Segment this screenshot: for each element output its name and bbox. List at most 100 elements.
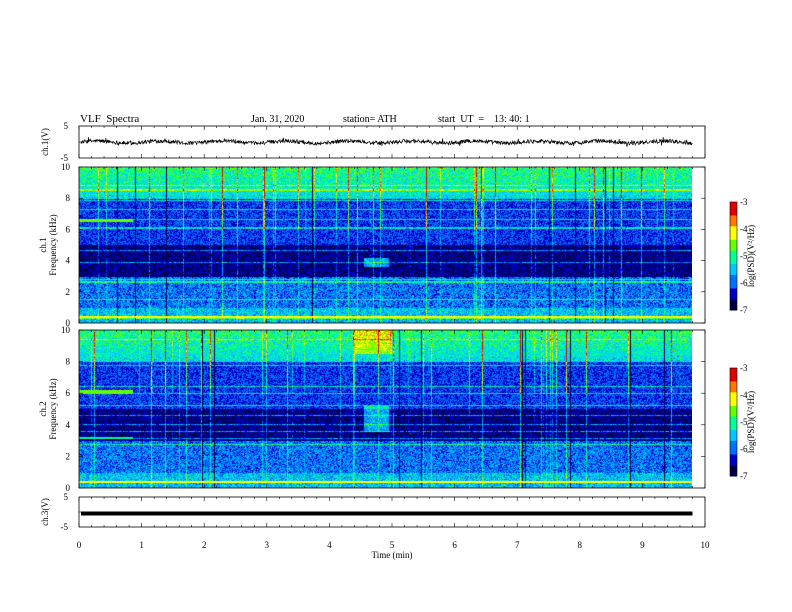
colorbar-tick-label: -4 [740, 224, 748, 234]
colorbar-swatch [730, 435, 737, 439]
ytick-label: 8 [66, 193, 71, 203]
colorbar-swatch [730, 223, 737, 227]
colorbar-swatch [730, 416, 737, 420]
colorbar-swatch [730, 405, 737, 409]
colorbar-swatch [730, 269, 737, 273]
xtick-label: 5 [390, 540, 395, 550]
colorbar-swatch [730, 368, 737, 372]
colorbar-swatch [730, 392, 737, 396]
spectrogram-image [79, 330, 692, 488]
ch1-waveform-panel: 5 -5 ch.1(V) [40, 121, 706, 163]
station-label: station= ATH [343, 114, 397, 125]
xtick-label: 7 [515, 540, 520, 550]
colorbar-swatch [730, 258, 737, 262]
colorbar-swatch [730, 266, 737, 270]
colorbar-tick-label: -7 [740, 471, 748, 481]
colorbar-1: -3 -4 -5 -6 -7 log(PSD)(V²/Hz) [729, 197, 756, 315]
colorbar-swatch [730, 299, 737, 303]
colorbar-swatch [730, 422, 737, 426]
colorbar-swatch [730, 446, 737, 450]
colorbar-tick-label: -5 [740, 251, 748, 261]
colorbar-swatch [730, 473, 737, 477]
ch2-spectrogram-panel: 0 2 4 6 8 10 ch.2 Frequency (kHz) [38, 325, 706, 493]
colorbar-swatch [730, 239, 737, 243]
colorbar-swatch [730, 296, 737, 300]
colorbar-tick-label: -6 [740, 278, 748, 288]
start-ut-label: start UT = 13: 40: 1 [438, 114, 530, 125]
ytick-label: 6 [66, 224, 71, 234]
colorbar-swatch [730, 272, 737, 276]
xtick-label: 8 [578, 540, 583, 550]
ytick-label: 5 [64, 492, 69, 502]
ylabel: ch.1(V) [40, 128, 50, 156]
colorbar-swatch [730, 411, 737, 415]
ch3-waveform-panel: 5 -5 ch.3(V) [40, 492, 706, 532]
xtick-label: 10 [701, 540, 711, 550]
xtick-label: 0 [77, 540, 82, 550]
xtick-label: 6 [452, 540, 457, 550]
colorbar-swatch [730, 424, 737, 428]
colorbar-swatch [730, 451, 737, 455]
colorbar-swatch [730, 462, 737, 466]
ytick-label: -5 [61, 153, 69, 163]
colorbar-swatch [730, 419, 737, 423]
colorbar-swatch [730, 212, 737, 216]
colorbar-swatch [730, 210, 737, 214]
colorbar-swatch [730, 467, 737, 472]
colorbar-swatch [730, 430, 737, 434]
ylabel-frequency: Frequency (kHz) [48, 378, 58, 439]
ytick-label: 10 [61, 325, 71, 335]
colorbar-tick-label: -4 [740, 390, 748, 400]
colorbar-swatch [730, 234, 737, 238]
ylabel-frequency: Frequency (kHz) [48, 214, 58, 275]
ytick-label: 10 [61, 162, 71, 172]
ylabel: ch.3(V) [40, 498, 50, 526]
colorbar-swatch [730, 403, 737, 407]
colorbar-swatch [730, 280, 737, 284]
ch1-signal [80, 136, 693, 147]
colorbar-label: log(PSD)(V²/Hz) [746, 391, 756, 453]
ytick-label: 0 [66, 318, 71, 328]
ytick-label: 4 [66, 420, 71, 430]
chart-title: VLF Spectra [80, 113, 140, 125]
ylabel-channel: ch.2 [38, 401, 48, 416]
colorbar-swatch [730, 215, 737, 219]
xtick-label: 4 [327, 540, 332, 550]
colorbar-swatch [730, 465, 737, 469]
time-axis: 0 1 2 3 4 5 6 7 8 9 10 Time (min) [77, 540, 710, 560]
colorbar-swatch [730, 307, 737, 311]
xaxis-label: Time (min) [372, 550, 413, 560]
colorbar-swatch [730, 438, 737, 442]
colorbar-swatch [730, 242, 737, 246]
colorbar-swatch [730, 408, 737, 412]
xtick-label: 1 [139, 540, 144, 550]
colorbar-swatch [730, 204, 737, 208]
colorbar-swatch [730, 389, 737, 393]
ytick-label: 5 [64, 121, 69, 131]
colorbar-swatch [730, 397, 737, 401]
ytick-label: 8 [66, 357, 71, 367]
colorbar-swatch [730, 373, 737, 377]
ytick-label: 0 [66, 483, 71, 493]
colorbar-swatch [730, 293, 737, 297]
colorbar-swatch [730, 457, 737, 461]
xtick-label: 2 [202, 540, 207, 550]
colorbar-tick-label: -5 [740, 417, 748, 427]
colorbar-swatch [730, 384, 737, 388]
colorbar-swatch [730, 220, 737, 225]
colorbar-swatch [730, 443, 737, 447]
colorbar-swatch [730, 459, 737, 463]
colorbar-2: -3 -4 -5 -6 -7 log(PSD)(V²/Hz) [729, 363, 756, 481]
colorbar-swatch [730, 277, 737, 281]
colorbar-swatch [730, 432, 737, 436]
colorbar-frame [729, 201, 738, 311]
ytick-label: 6 [66, 388, 71, 398]
colorbar-swatch [730, 427, 737, 431]
colorbar-swatch [730, 231, 737, 235]
ytick-label: 2 [66, 451, 71, 461]
colorbar-swatch [730, 386, 737, 391]
colorbar-swatch [730, 440, 737, 445]
ch1-spectrogram-panel: 0 2 4 6 8 10 ch.1 Frequency (kHz) [38, 162, 706, 328]
colorbar-swatch [730, 264, 737, 268]
